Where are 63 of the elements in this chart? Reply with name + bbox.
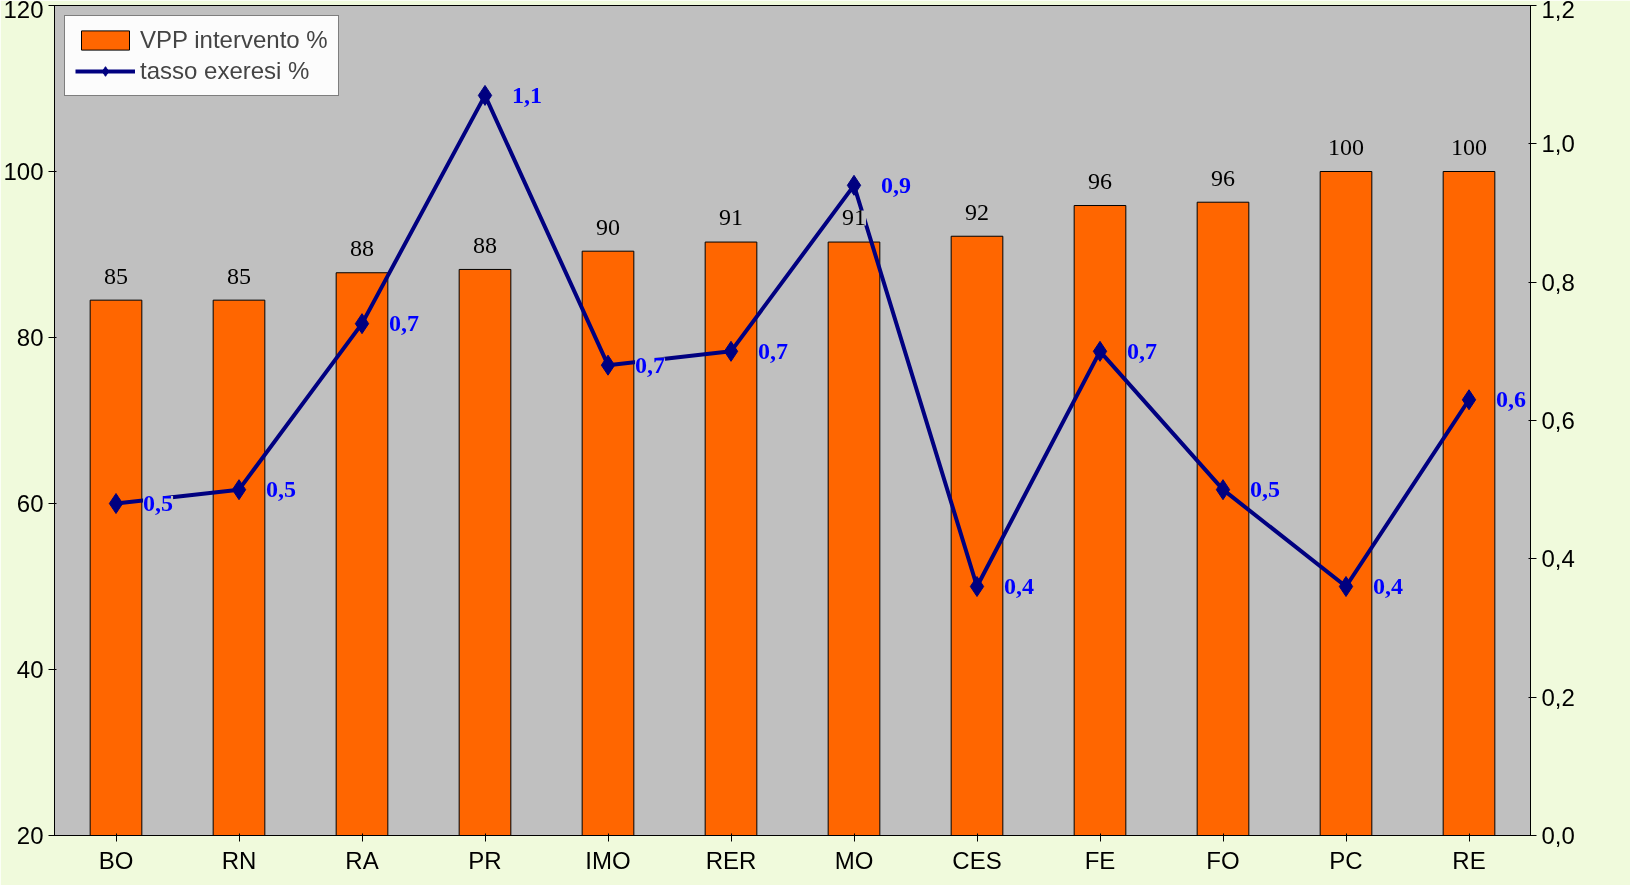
data-label: 0,7 — [758, 337, 789, 364]
x-tick-label: CES — [952, 846, 1002, 874]
point — [1338, 576, 1354, 597]
data-label: 0,7 — [635, 351, 666, 378]
point — [477, 84, 493, 106]
data-label: 96 — [1211, 164, 1235, 191]
data-label: 0,9 — [881, 171, 912, 198]
point — [231, 479, 247, 501]
data-label: 0,6 — [1496, 386, 1527, 413]
y-tick-label: 80 — [16, 324, 44, 351]
data-label: 92 — [965, 198, 989, 225]
y2-tick-label: 0,6 — [1541, 407, 1575, 434]
data-label: 96 — [1088, 167, 1112, 194]
y-tick-label: 120 — [3, 0, 44, 23]
data-label: 0,5 — [266, 476, 297, 503]
point — [1461, 389, 1477, 411]
data-label: 0,7 — [389, 310, 420, 337]
point — [108, 493, 124, 514]
data-label: 88 — [350, 235, 374, 262]
x-tick-label: RE — [1452, 846, 1486, 874]
y2-tick-label: 1,2 — [1541, 0, 1575, 23]
point — [969, 576, 985, 597]
data-label: 1,1 — [512, 81, 543, 108]
data-label: 0,5 — [143, 490, 174, 516]
x-tick-label: PC — [1329, 846, 1363, 874]
data-label: 100 — [1328, 133, 1364, 160]
x-tick-label: RA — [345, 846, 379, 874]
point — [1092, 340, 1108, 362]
y2-tick-label: 0,8 — [1541, 268, 1575, 296]
data-label: 91 — [842, 204, 866, 231]
x-tick-label: FO — [1206, 846, 1240, 874]
x-tick-label: PR — [468, 846, 502, 874]
point — [600, 354, 616, 376]
y2-tick-label: 0,4 — [1541, 545, 1575, 573]
y-tick-label: 40 — [16, 656, 44, 683]
data-label: 90 — [596, 213, 620, 240]
data-label: 85 — [227, 262, 251, 289]
data-label: 88 — [473, 231, 497, 258]
y2-tick-label: 1,0 — [1541, 130, 1575, 158]
point — [354, 313, 370, 335]
x-tick-label: FE — [1084, 846, 1116, 874]
data-label: 91 — [719, 204, 743, 231]
x-tick-label: RER — [705, 846, 757, 874]
y-tick-label: 20 — [16, 822, 44, 849]
x-tick-label: IMO — [585, 846, 631, 874]
data-label: 0,4 — [1004, 573, 1035, 599]
point — [1215, 479, 1231, 501]
y-tick-label: 100 — [3, 158, 44, 185]
point — [723, 340, 739, 362]
data-label: 85 — [104, 262, 128, 289]
legend-label: tasso exeresi % — [140, 57, 310, 85]
data-label: 0,5 — [1250, 476, 1281, 503]
x-tick-label: RN — [221, 846, 257, 874]
x-tick-label: MO — [834, 846, 874, 874]
x-tick-label: BO — [98, 846, 134, 874]
legend-label: VPP intervento % — [140, 26, 328, 54]
y-tick-label: 60 — [16, 490, 44, 517]
y2-tick-label: 0,0 — [1541, 822, 1575, 849]
data-label: 100 — [1451, 133, 1487, 160]
data-label: 0,7 — [1127, 337, 1158, 364]
point — [846, 174, 862, 196]
data-label: 0,4 — [1373, 573, 1404, 599]
y2-tick-label: 0,2 — [1541, 683, 1575, 711]
